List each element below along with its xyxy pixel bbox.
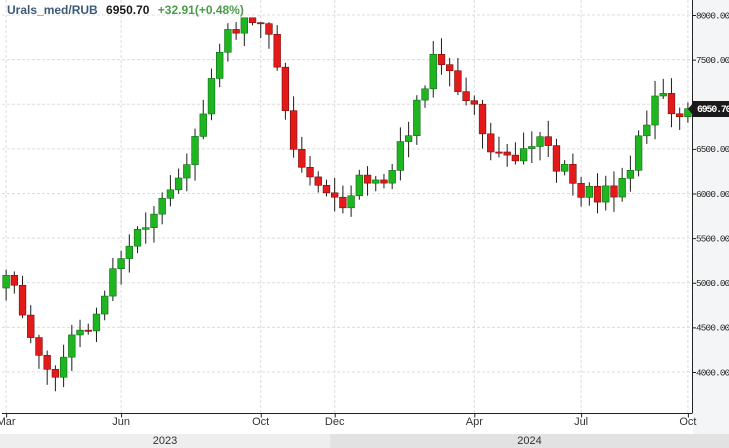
svg-text:8000.00: 8000.00 <box>696 10 729 21</box>
svg-text:5500.00: 5500.00 <box>696 233 729 244</box>
svg-text:6000.00: 6000.00 <box>696 189 729 200</box>
svg-text:6500.00: 6500.00 <box>696 144 729 155</box>
svg-text:7500.00: 7500.00 <box>696 55 729 66</box>
svg-text:4000.00: 4000.00 <box>696 367 729 378</box>
svg-text:4500.00: 4500.00 <box>696 323 729 334</box>
svg-text:5000.00: 5000.00 <box>696 278 729 289</box>
